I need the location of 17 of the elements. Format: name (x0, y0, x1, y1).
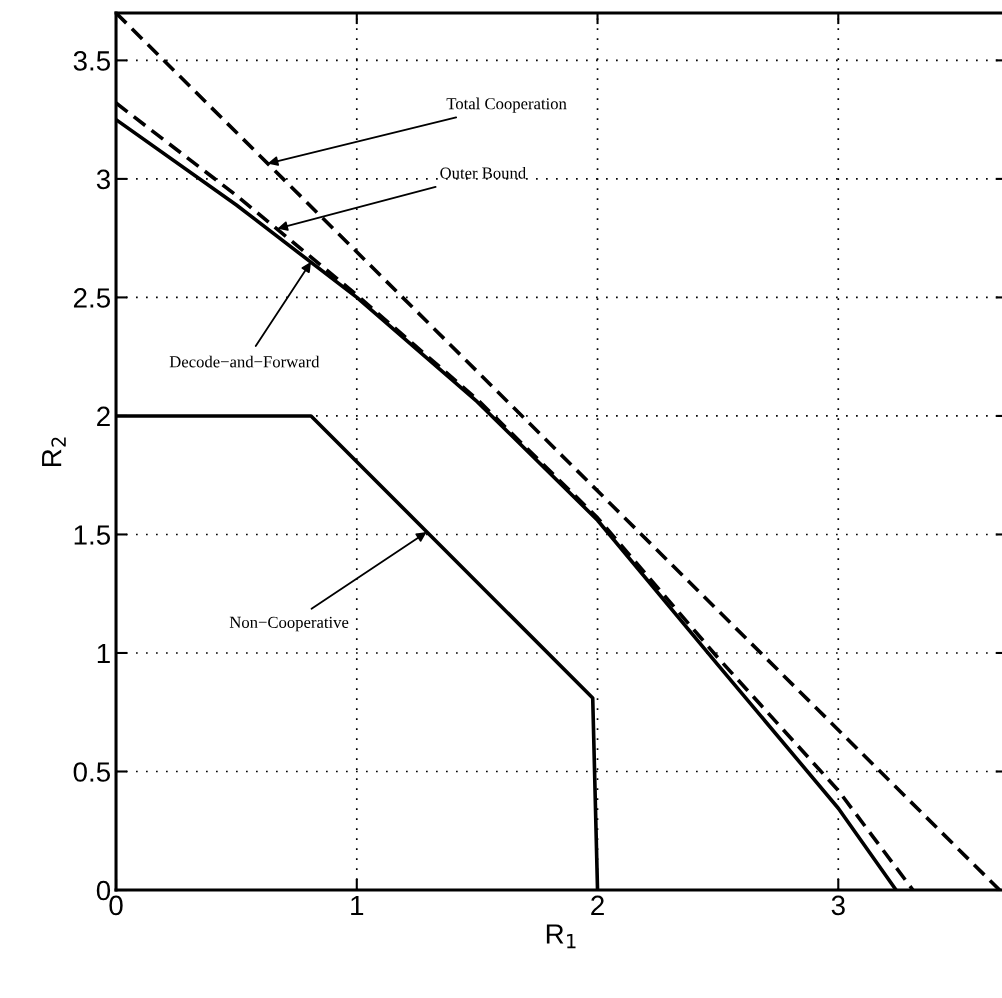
annotation: Total Cooperation (446, 97, 567, 113)
y-tick-label: 2 (97, 406, 110, 426)
x-tick-label: 1 (351, 895, 364, 916)
annotation: Non−Cooperative (229, 616, 349, 632)
y-tick-label: 0.5 (73, 762, 111, 782)
y-tick-label: 3 (96, 169, 110, 190)
y-tick-label: 1.5 (74, 525, 111, 545)
y-tick-label: 1 (97, 643, 110, 664)
annotation: Decode−and−Forward (169, 355, 320, 368)
y-tick-label: 3.5 (73, 51, 111, 71)
y-axis-title: R$_{2}$ (42, 437, 66, 467)
y-tick-label: 0 (96, 880, 111, 901)
x-axis-title: R$_{1}$ (546, 924, 576, 949)
x-tick-label: 3 (831, 895, 845, 916)
x-tick-label: 2 (591, 895, 604, 916)
y-tick-label: 2.5 (73, 288, 111, 308)
annotation: Outer Bound (440, 166, 526, 179)
